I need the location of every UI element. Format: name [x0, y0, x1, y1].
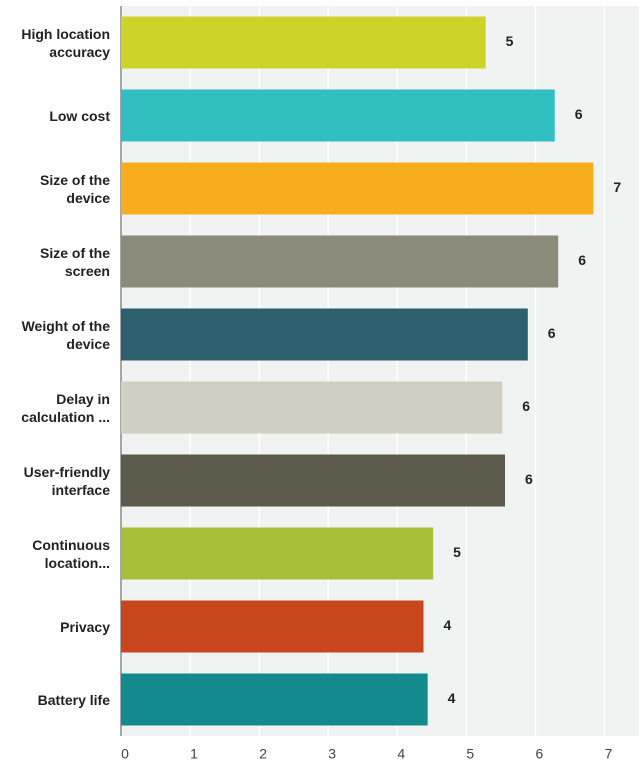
y-tick-label: Battery life — [37, 691, 110, 708]
bar — [121, 16, 486, 69]
y-tick-label: Continuous location... — [32, 536, 110, 571]
bar — [121, 162, 594, 215]
y-tick-label: Low cost — [49, 107, 110, 124]
x-tick-label: 7 — [605, 746, 613, 762]
value-label: 5 — [453, 544, 461, 560]
y-tick-label: Size of the screen — [39, 244, 110, 279]
value-label: 6 — [575, 106, 583, 122]
y-tick-label: Privacy — [60, 618, 110, 635]
x-tick-label: 4 — [397, 746, 405, 762]
bar — [121, 673, 428, 726]
bar — [121, 308, 528, 361]
value-label: 6 — [522, 398, 530, 414]
y-tick-label: High location accuracy — [21, 25, 110, 60]
bar — [121, 454, 506, 507]
y-tick-label: Delay in calculation ... — [21, 390, 110, 425]
value-label: 4 — [448, 690, 456, 706]
value-label: 6 — [525, 471, 533, 487]
bar — [121, 235, 559, 288]
y-tick-label: User-friendly interface — [23, 463, 110, 498]
bar — [121, 600, 424, 653]
x-tick-label: 0 — [121, 746, 129, 762]
x-tick-label: 3 — [328, 746, 336, 762]
value-label: 4 — [444, 617, 452, 633]
value-label: 6 — [548, 325, 556, 341]
x-tick-label: 1 — [190, 746, 198, 762]
bar — [121, 89, 555, 142]
value-label: 6 — [578, 252, 586, 268]
y-tick-label: Weight of the device — [21, 317, 110, 352]
x-tick-label: 6 — [536, 746, 544, 762]
x-tick-label: 5 — [466, 746, 474, 762]
bar — [121, 381, 503, 434]
x-tick-label: 2 — [259, 746, 267, 762]
bar — [121, 527, 434, 580]
y-tick-label: Size of the device — [39, 171, 110, 206]
value-label: 5 — [506, 33, 514, 49]
value-label: 7 — [613, 179, 621, 195]
